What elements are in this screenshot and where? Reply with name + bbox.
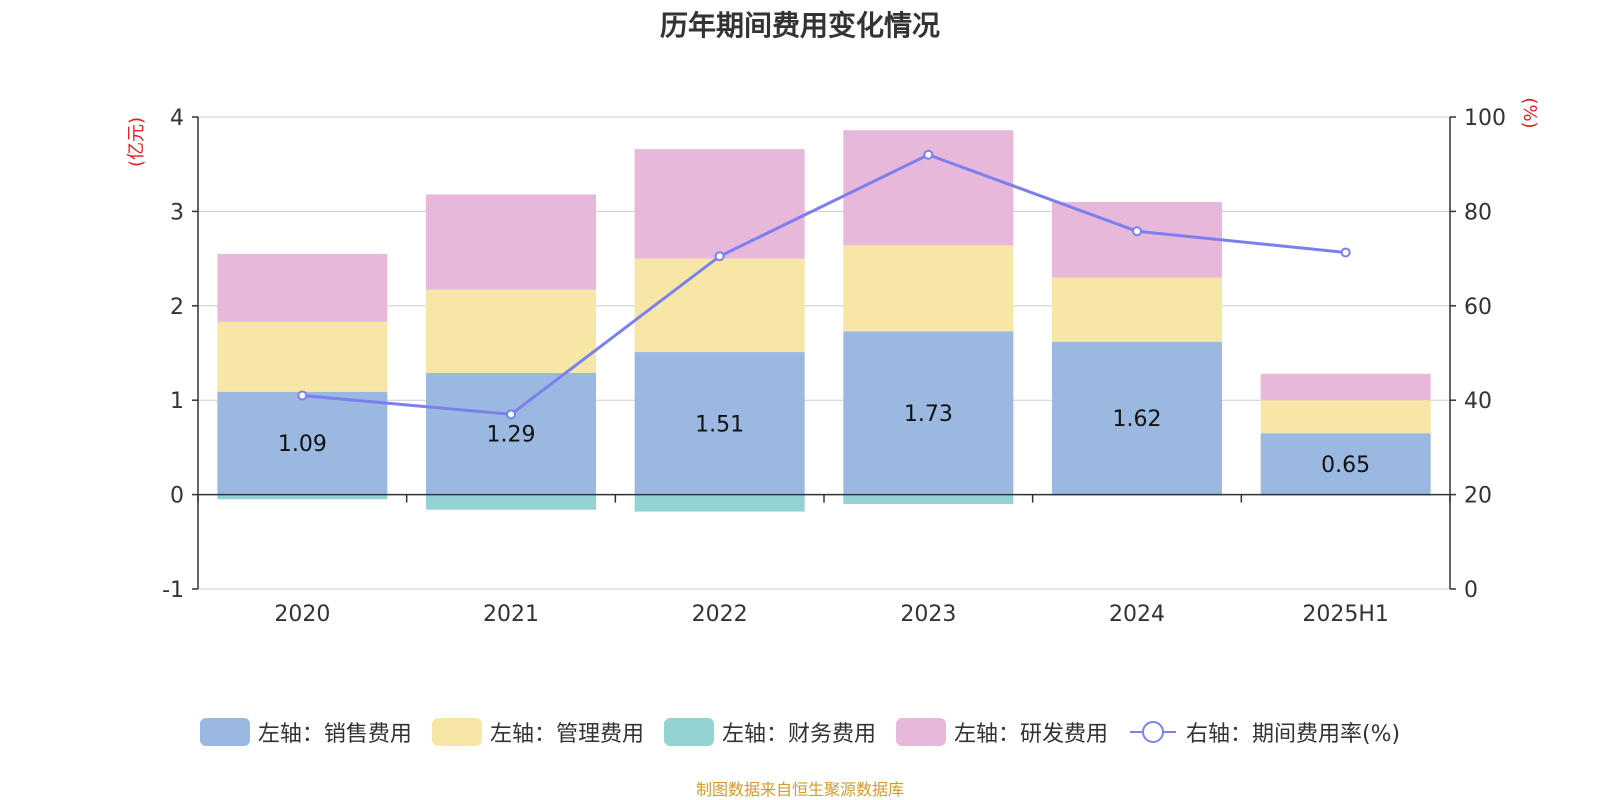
rate-point: [1340, 247, 1351, 258]
data-labels: 1.09 1.29 1.51 1.73 1.62 0.65: [278, 402, 1370, 478]
right-tick-label: 100: [1464, 106, 1506, 131]
legend-item-rnd[interactable]: 左轴：研发费用: [895, 716, 1108, 748]
legend-swatch-finance: [663, 718, 714, 746]
bar-segment: [634, 352, 805, 495]
legend-swatch-rnd: [895, 718, 946, 746]
x-tick-label: 2024: [1109, 602, 1165, 627]
left-tick-label: -1: [162, 578, 184, 603]
legend-label-sales: 左轴：销售费用: [257, 722, 412, 747]
legend-item-admin[interactable]: 左轴：管理费用: [431, 716, 644, 748]
x-tick-label: 2020: [274, 602, 330, 627]
bar-segment: [634, 494, 805, 512]
rate-point: [714, 251, 725, 262]
bar-segment: [1052, 341, 1222, 495]
legend-swatch-admin: [431, 718, 482, 746]
legend-label-rnd: 左轴：研发费用: [953, 722, 1108, 747]
left-tick-label: 1: [170, 389, 184, 414]
x-tick-label: 2025H1: [1302, 602, 1389, 627]
sales-data-label: 0.65: [1321, 453, 1370, 478]
bar-segment: [426, 289, 596, 373]
right-tick-label: 80: [1464, 200, 1492, 225]
axes: 4 3 2 1 0 -1 100 80 60 40 20 0 2020 2021 2022 2023 2024 2…: [126, 97, 1540, 627]
legend-line-marker-icon: [1129, 721, 1176, 743]
rate-point: [923, 149, 934, 160]
bar-segment: [1260, 400, 1431, 434]
bar-segment: [217, 321, 388, 392]
legend-label-finance: 左轴：财务费用: [721, 722, 876, 747]
legend: 左轴：销售费用 左轴：管理费用 左轴：财务费用 左轴：研发费用 右轴：期间费用率…: [0, 716, 1600, 748]
sales-data-label: 1.51: [695, 412, 744, 437]
bar-segment: [1052, 201, 1222, 278]
bar-segment: [426, 194, 596, 290]
sales-data-label: 1.62: [1113, 407, 1162, 432]
legend-swatch-sales: [199, 718, 250, 746]
sales-data-label: 1.73: [904, 402, 953, 427]
bar-segment: [634, 258, 805, 353]
bar-segment: [843, 331, 1014, 495]
legend-label-admin: 左轴：管理费用: [489, 722, 644, 747]
legend-label-rate: 右轴：期间费用率(%): [1185, 722, 1401, 747]
bar-segment: [843, 494, 1014, 505]
bar-series: [217, 130, 1431, 512]
x-tick-label: 2021: [483, 602, 539, 627]
bar-segment: [426, 372, 596, 495]
x-tick-label: 2023: [900, 602, 956, 627]
legend-item-sales[interactable]: 左轴：销售费用: [199, 716, 412, 748]
bar-segment: [634, 149, 805, 259]
rate-line-series: [297, 149, 1351, 420]
right-tick-label: 20: [1464, 484, 1492, 509]
bar-segment: [217, 494, 388, 500]
x-tick-label: 2022: [692, 602, 748, 627]
right-tick-label: 40: [1464, 389, 1492, 414]
source-note: 制图数据来自恒生聚源数据库: [695, 780, 904, 799]
legend-item-finance[interactable]: 左轴：财务费用: [663, 716, 876, 748]
sales-data-label: 1.29: [487, 423, 536, 448]
bar-segment: [1260, 433, 1431, 495]
bar-segment: [843, 245, 1014, 332]
left-tick-label: 2: [170, 295, 184, 320]
bar-segment: [217, 391, 388, 495]
legend-item-rate[interactable]: 右轴：期间费用率(%): [1128, 716, 1400, 748]
rate-point: [297, 390, 308, 401]
gridlines: [198, 116, 1450, 590]
rate-point: [506, 409, 516, 420]
rate-point: [1132, 226, 1142, 237]
left-tick-label: 4: [170, 106, 184, 131]
left-tick-label: 3: [170, 200, 184, 225]
bar-segment: [426, 494, 596, 510]
left-axis-label: (亿元): [126, 117, 147, 167]
bar-segment: [217, 253, 388, 322]
right-tick-label: 60: [1464, 295, 1492, 320]
bar-segment: [843, 130, 1014, 246]
chart-title: 历年期间费用变化情况: [659, 9, 940, 42]
bar-segment: [1260, 373, 1431, 401]
bar-segment: [1052, 277, 1222, 342]
sales-data-label: 1.09: [278, 432, 327, 457]
chart-plot: 4 3 2 1 0 -1 100 80 60 40 20 0 2020 2021 2022 2023 2024 2…: [126, 97, 1540, 627]
rate-line: [302, 153, 1346, 416]
right-axis-label: (%): [1519, 97, 1540, 128]
left-tick-label: 0: [170, 484, 184, 509]
right-tick-label: 0: [1464, 578, 1478, 603]
